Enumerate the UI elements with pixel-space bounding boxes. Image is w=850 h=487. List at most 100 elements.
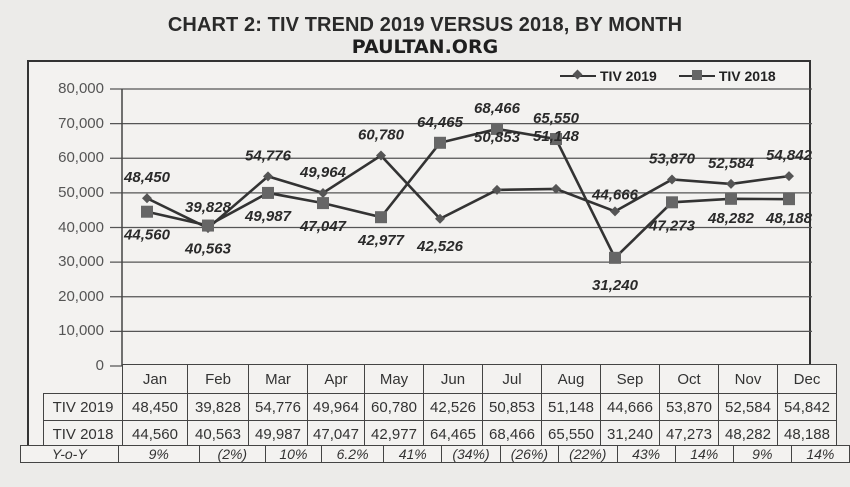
table-cell: 48,188 — [777, 420, 837, 448]
data-label: 68,466 — [474, 100, 521, 117]
data-label: 42,526 — [416, 238, 464, 255]
square-marker-icon — [491, 122, 503, 135]
row-label: TIV 2019 — [43, 393, 123, 421]
y-tick-label: 30,000 — [58, 253, 104, 271]
data-label: 48,188 — [765, 210, 813, 227]
yoy-cell: (26%) — [499, 445, 560, 463]
y-tick-label: 10,000 — [58, 322, 104, 340]
diamond-marker-icon — [560, 69, 596, 80]
data-label: 49,964 — [299, 164, 347, 181]
table-cell: 42,526 — [423, 393, 483, 421]
yoy-cell: 41% — [383, 445, 443, 463]
data-label: 40,563 — [184, 241, 232, 258]
y-tick-label: 50,000 — [58, 183, 104, 201]
data-label: 52,584 — [708, 155, 755, 172]
month-header: Apr — [307, 364, 365, 394]
yoy-cell: (22%) — [558, 445, 618, 463]
table-cell: 42,977 — [364, 420, 424, 448]
y-tick-label: 60,000 — [58, 149, 104, 167]
row-label: Y-o-Y — [20, 445, 119, 463]
gridlines — [110, 88, 812, 367]
legend-label: TIV 2018 — [718, 68, 776, 84]
diamond-marker-icon — [376, 150, 386, 161]
data-labels: 48,450 39,828 54,776 49,964 60,780 42,526 50,8… — [123, 100, 813, 294]
data-label: 48,450 — [123, 169, 171, 186]
table-cell: 53,870 — [659, 393, 719, 421]
month-header: Nov — [718, 364, 778, 394]
yoy-cell: 14% — [790, 445, 850, 463]
legend-item-tiv-2019: TIV 2019 — [560, 68, 657, 84]
yoy-cell: 9% — [732, 445, 792, 463]
table-row-yoy: Y-o-Y 9% (2%) 10% 6.2% 41% (34%) (26%) (22%) 43%… — [20, 445, 850, 463]
square-marker-icon — [262, 186, 274, 199]
legend-label: TIV 2019 — [600, 68, 657, 84]
series-lines — [141, 122, 795, 264]
legend-item-tiv-2018: TIV 2018 — [678, 68, 776, 84]
month-header: Oct — [659, 364, 719, 394]
y-tick-label: 0 — [95, 357, 104, 374]
y-tick-label: 70,000 — [58, 114, 104, 132]
table-row-tiv-2018: TIV 2018 44,560 40,563 49,987 47,047 42,977 6… — [43, 420, 837, 448]
diamond-marker-icon — [142, 193, 152, 204]
month-header: Dec — [777, 364, 837, 394]
table-cell: 44,560 — [122, 420, 188, 448]
diamond-marker-icon — [610, 206, 620, 217]
month-header: May — [364, 364, 424, 394]
table-cell: 54,842 — [777, 393, 837, 421]
data-label: 50,853 — [474, 129, 521, 146]
yoy-cell: 43% — [616, 445, 676, 463]
square-marker-icon — [666, 196, 678, 209]
month-header: Aug — [541, 364, 601, 394]
line-tiv-2019 — [146, 153, 790, 230]
square-marker-icon — [202, 219, 214, 232]
data-label: 49,987 — [244, 208, 292, 225]
data-label: 48,282 — [707, 210, 755, 227]
yoy-cell: 9% — [117, 445, 200, 463]
table-cell: 48,282 — [718, 420, 778, 448]
diamond-marker-icon — [726, 178, 736, 189]
table-cell: 54,776 — [248, 393, 308, 421]
square-marker-icon — [317, 197, 329, 210]
square-marker-icon — [725, 192, 737, 205]
diamond-marker-icon — [435, 213, 445, 224]
table-cell: 65,550 — [541, 420, 601, 448]
yoy-cell: 14% — [674, 445, 734, 463]
y-tick-label: 80,000 — [58, 80, 104, 97]
table-cell: 40,563 — [187, 420, 249, 448]
table-cell: 50,853 — [482, 393, 542, 421]
data-label: 47,047 — [299, 218, 347, 235]
legend: TIV 2019 TIV 2018 — [540, 66, 830, 86]
table-cell: 49,987 — [248, 420, 308, 448]
data-label: 51,148 — [533, 128, 580, 145]
square-marker-icon — [141, 205, 153, 218]
square-marker-icon — [609, 251, 621, 264]
row-label: TIV 2018 — [43, 420, 123, 448]
yoy-table: Y-o-Y 9% (2%) 10% 6.2% 41% (34%) (26%) (22%) 43%… — [20, 445, 850, 463]
yoy-cell: (34%) — [441, 445, 501, 463]
watermark: PAULTAN.ORG — [351, 36, 499, 58]
diamond-marker-icon — [318, 187, 328, 198]
table-cell: 39,828 — [187, 393, 249, 421]
data-label: 53,870 — [649, 150, 696, 167]
square-marker-icon — [550, 133, 562, 146]
month-header: Mar — [248, 364, 308, 394]
data-table: Jan Feb Mar Apr May Jun Jul Aug Sep Oct Nov Dec TIV… — [43, 364, 837, 448]
square-marker-icon — [783, 193, 795, 206]
diamond-marker-icon — [551, 183, 561, 194]
month-header: Jun — [423, 364, 483, 394]
diamond-marker-icon — [263, 171, 273, 182]
data-label: 31,240 — [592, 277, 639, 294]
table-cell: 51,148 — [541, 393, 601, 421]
table-cell: 64,465 — [423, 420, 483, 448]
data-label: 64,465 — [417, 114, 464, 131]
diamond-marker-icon — [492, 184, 502, 195]
yoy-cell: 6.2% — [320, 445, 385, 463]
y-tick-label: 20,000 — [58, 287, 104, 305]
table-cell: 47,273 — [659, 420, 719, 448]
table-cell: 49,964 — [307, 393, 365, 421]
data-label: 65,550 — [533, 110, 580, 127]
chart-title: CHART 2: TIV TREND 2019 VERSUS 2018, BY … — [167, 14, 683, 36]
month-header: Feb — [187, 364, 249, 394]
table-cell: 31,240 — [600, 420, 660, 448]
